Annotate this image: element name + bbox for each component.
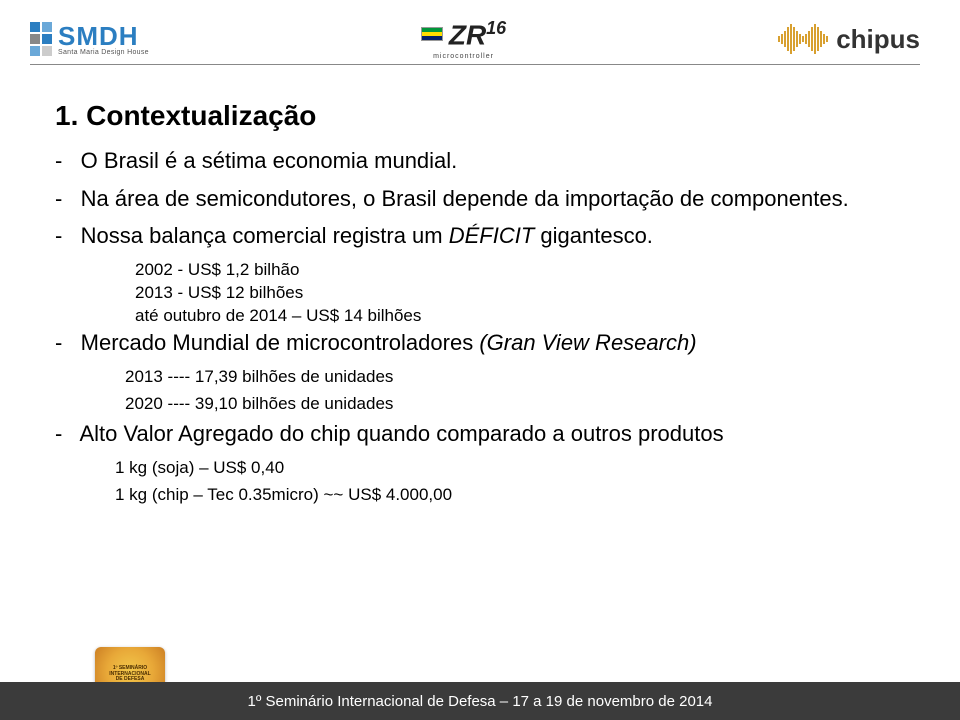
bullet-3-sub-c: até outubro de 2014 – US$ 14 bilhões — [55, 305, 900, 328]
bullet-3: Nossa balança comercial registra um DÉFI… — [55, 221, 900, 251]
square-icon — [42, 34, 52, 44]
square-icon — [30, 34, 40, 44]
chipus-label: chipus — [836, 24, 920, 55]
wave-bar-icon — [826, 36, 828, 42]
bullet-1: O Brasil é a sétima economia mundial. — [55, 146, 900, 176]
bullet-5-sub-b: 1 kg (chip – Tec 0.35micro) ~~ US$ 4.000… — [55, 484, 900, 507]
wave-bar-icon — [778, 36, 780, 42]
bullet-5: Alto Valor Agregado do chip quando compa… — [55, 419, 900, 449]
wave-bar-icon — [781, 34, 783, 44]
wave-bar-icon — [817, 27, 819, 51]
wave-bar-icon — [805, 34, 807, 44]
logo-smdh: SMDH Santa Maria Design House — [30, 22, 149, 56]
wave-bar-icon — [802, 36, 804, 42]
footer-bar: 1º Seminário Internacional de Defesa – 1… — [0, 682, 960, 720]
smdh-sub-label: Santa Maria Design House — [58, 49, 149, 56]
logo-chipus: chipus — [778, 24, 920, 55]
wave-icon — [778, 24, 828, 54]
bullet-4: Mercado Mundial de microcontroladores (G… — [55, 328, 900, 358]
bullet-2: Na área de semicondutores, o Brasil depe… — [55, 184, 900, 214]
zr16-sub-label: microcontroller — [433, 53, 494, 60]
square-icon — [42, 22, 52, 32]
bullet-3-sub-a: 2002 - US$ 1,2 bilhão — [55, 259, 900, 282]
header-divider — [30, 64, 920, 65]
flag-icon — [421, 27, 443, 41]
bullet-4-sub-b: 2020 ---- 39,10 bilhões de unidades — [55, 393, 900, 416]
smdh-text: SMDH Santa Maria Design House — [58, 23, 149, 56]
wave-bar-icon — [784, 31, 786, 47]
smdh-squares-icon — [30, 22, 52, 56]
slide-content: 1. Contextualização O Brasil é a sétima … — [55, 100, 900, 507]
zr16-text: ZR16 — [449, 18, 506, 51]
square-icon — [30, 22, 40, 32]
bullet-3-sub-b: 2013 - US$ 12 bilhões — [55, 282, 900, 305]
wave-bar-icon — [799, 34, 801, 44]
bullet-4-sub-a: 2013 ---- 17,39 bilhões de unidades — [55, 366, 900, 389]
wave-bar-icon — [820, 31, 822, 47]
slide-title: 1. Contextualização — [55, 100, 900, 132]
square-icon — [42, 46, 52, 56]
wave-bar-icon — [808, 31, 810, 47]
wave-bar-icon — [793, 27, 795, 51]
wave-bar-icon — [823, 34, 825, 44]
smdh-main-label: SMDH — [58, 23, 149, 49]
zr16-top: ZR16 — [421, 18, 506, 51]
square-icon — [30, 46, 40, 56]
wave-bar-icon — [811, 27, 813, 51]
footer-text: 1º Seminário Internacional de Defesa – 1… — [248, 693, 713, 710]
header-bar: SMDH Santa Maria Design House ZR16 micro… — [0, 0, 960, 70]
wave-bar-icon — [790, 24, 792, 54]
wave-bar-icon — [787, 27, 789, 51]
wave-bar-icon — [814, 24, 816, 54]
logo-zr16: ZR16 microcontroller — [421, 18, 506, 60]
wave-bar-icon — [796, 31, 798, 47]
bullet-5-sub-a: 1 kg (soja) – US$ 0,40 — [55, 457, 900, 480]
zr16-sup: 16 — [486, 18, 506, 38]
